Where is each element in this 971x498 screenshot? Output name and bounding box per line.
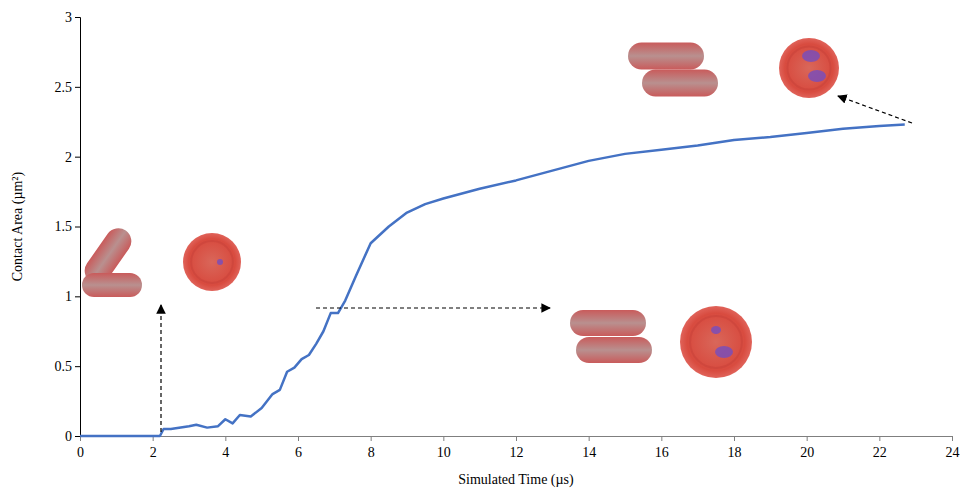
- x-tick-mark: [516, 436, 517, 441]
- y-tick: 3: [65, 10, 80, 25]
- y-axis: 0 0.5 1 1.5 2 2.5 3: [55, 10, 81, 444]
- y-tick-mark: [75, 227, 80, 228]
- x-tick: 2: [150, 436, 157, 460]
- x-tick-mark: [371, 436, 372, 441]
- y-tick: 1.5: [55, 219, 81, 234]
- x-tick-label: 2: [150, 445, 157, 460]
- cell-side-view: [82, 273, 142, 297]
- x-tick-label: 16: [655, 445, 669, 460]
- y-tick-mark: [75, 17, 80, 18]
- marks: [80, 125, 905, 436]
- cell-top-view: [183, 233, 241, 291]
- x-tick-mark: [661, 436, 662, 441]
- contact-patch: [217, 259, 223, 265]
- y-tick-mark: [75, 296, 80, 297]
- y-tick-mark: [75, 366, 80, 367]
- pointer-arrow: [316, 307, 550, 308]
- x-axis-line: [81, 437, 953, 442]
- x-tick: 4: [222, 436, 229, 460]
- x-tick-label: 22: [873, 445, 887, 460]
- x-tick-mark: [952, 436, 953, 441]
- cell-top-view: [680, 306, 752, 378]
- y-tick-mark: [75, 436, 80, 437]
- x-tick: 6: [295, 436, 302, 460]
- x-tick: 8: [368, 436, 375, 460]
- x-tick-label: 14: [582, 445, 596, 460]
- contact-patch: [715, 346, 733, 358]
- x-tick: 12: [510, 436, 524, 460]
- data-line: [80, 125, 905, 436]
- y-tick-label: 1: [65, 289, 72, 304]
- plot: 02468101214161820222400.511.522.53: [55, 10, 960, 460]
- pointer-arrow: [160, 305, 161, 432]
- contact-patch: [711, 326, 721, 334]
- y-tick-label: 0: [65, 429, 72, 444]
- x-tick-label: 6: [295, 445, 302, 460]
- illustrations: [80, 38, 912, 432]
- y-tick-label: 2: [65, 150, 72, 165]
- y-tick-label: 2.5: [55, 80, 73, 95]
- x-tick: 14: [582, 436, 596, 460]
- y-tick-label: 0.5: [55, 359, 73, 374]
- y-tick-mark: [75, 157, 80, 158]
- x-tick-label: 24: [946, 445, 960, 460]
- contact-patch: [808, 70, 826, 82]
- cell-side-view: [628, 43, 704, 70]
- cell-rim: [787, 46, 830, 89]
- x-tick-label: 4: [222, 445, 229, 460]
- x-tick: 18: [728, 436, 742, 460]
- y-tick: 2.5: [55, 80, 81, 95]
- x-tick-mark: [734, 436, 735, 441]
- cell-side-view: [576, 337, 652, 363]
- x-tick-label: 20: [800, 445, 814, 460]
- chart: 02468101214161820222400.511.522.53Simula…: [0, 0, 971, 498]
- contact-patch: [802, 50, 820, 62]
- x-tick-label: 12: [510, 445, 524, 460]
- cell-top-view: [779, 38, 839, 98]
- y-tick: 2: [65, 150, 80, 165]
- y-tick: 0.5: [55, 359, 81, 374]
- x-tick-mark: [589, 436, 590, 441]
- pointer-arrow: [838, 96, 912, 123]
- x-tick-mark: [879, 436, 880, 441]
- x-tick-label: 0: [77, 445, 84, 460]
- x-axis: 024681012141618202224: [77, 436, 960, 460]
- x-tick: 24: [946, 436, 960, 460]
- cell-side-view: [570, 310, 646, 336]
- x-tick-label: 18: [728, 445, 742, 460]
- x-tick-mark: [443, 436, 444, 441]
- x-tick-mark: [298, 436, 299, 441]
- y-tick: 1: [65, 289, 80, 304]
- cell-rim: [191, 241, 233, 283]
- x-tick: 10: [437, 436, 451, 460]
- x-tick-mark: [225, 436, 226, 441]
- x-tick: 0: [77, 436, 84, 460]
- y-tick-mark: [75, 87, 80, 88]
- x-tick-label: 10: [437, 445, 451, 460]
- x-axis-title: Simulated Time (µs): [458, 472, 574, 488]
- cell-side-view: [642, 70, 718, 97]
- x-tick-mark: [807, 436, 808, 441]
- x-tick: 22: [873, 436, 887, 460]
- cell-rim: [690, 316, 742, 368]
- y-axis-line: [75, 18, 81, 437]
- y-tick-label: 1.5: [55, 219, 73, 234]
- y-tick-label: 3: [65, 10, 72, 25]
- x-tick-label: 8: [368, 445, 375, 460]
- y-axis-title: Contact Area (µm²): [10, 171, 26, 281]
- y-tick: 0: [65, 429, 80, 444]
- x-tick: 20: [800, 436, 814, 460]
- x-tick: 16: [655, 436, 669, 460]
